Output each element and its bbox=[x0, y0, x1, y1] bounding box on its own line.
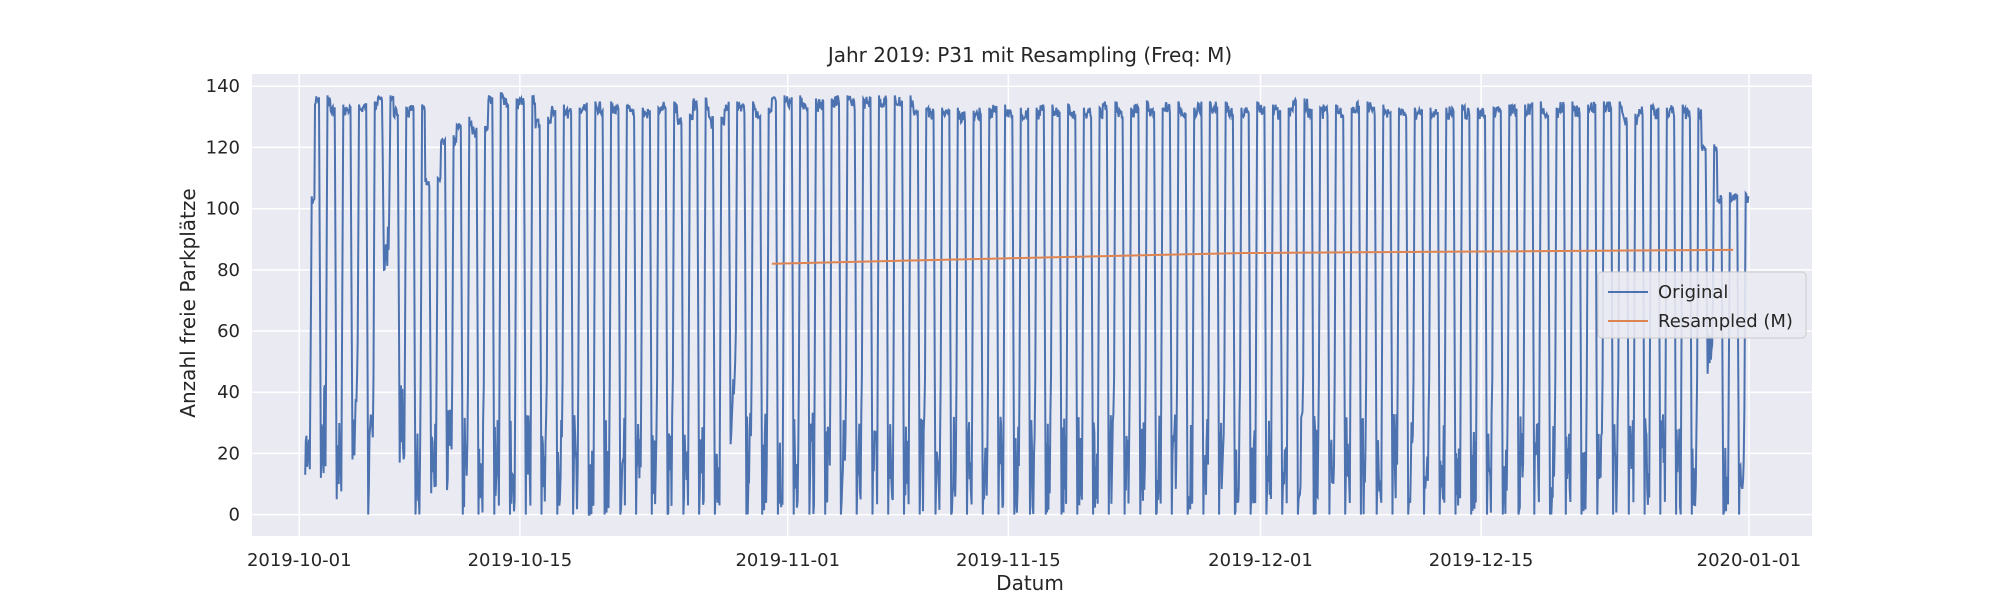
x-axis-title: Datum bbox=[996, 571, 1064, 595]
y-tick-label: 0 bbox=[229, 505, 240, 526]
legend: Original Resampled (M) bbox=[1597, 271, 1807, 339]
y-axis-ticks: 0 20 40 60 80 100 120 140 bbox=[206, 76, 240, 525]
x-tick-label: 2019-11-15 bbox=[956, 550, 1061, 571]
y-tick-label: 120 bbox=[206, 137, 240, 158]
y-tick-label: 40 bbox=[217, 382, 240, 403]
legend-box bbox=[1597, 271, 1807, 339]
y-tick-label: 20 bbox=[217, 443, 240, 464]
legend-label: Original bbox=[1658, 282, 1728, 303]
series-lines bbox=[304, 91, 1750, 516]
x-tick-label: 2020-01-01 bbox=[1697, 550, 1802, 571]
x-tick-label: 2019-10-01 bbox=[247, 550, 352, 571]
x-tick-label: 2019-12-01 bbox=[1208, 550, 1313, 571]
y-tick-label: 80 bbox=[217, 260, 240, 281]
x-tick-label: 2019-12-15 bbox=[1429, 550, 1534, 571]
legend-label: Resampled (M) bbox=[1658, 311, 1793, 332]
series-original-line bbox=[304, 91, 1750, 516]
x-tick-label: 2019-10-15 bbox=[468, 550, 573, 571]
y-tick-label: 60 bbox=[217, 321, 240, 342]
chart-title: Jahr 2019: P31 mit Resampling (Freq: M) bbox=[826, 43, 1232, 67]
series-resampled-line bbox=[771, 248, 1734, 265]
y-tick-label: 100 bbox=[206, 199, 240, 220]
x-tick-label: 2019-11-01 bbox=[735, 550, 840, 571]
y-axis-title: Anzahl freie Parkplätze bbox=[176, 188, 200, 417]
y-tick-label: 140 bbox=[206, 76, 240, 97]
x-axis-ticks: 2019-10-01 2019-10-15 2019-11-01 2019-11-15… bbox=[247, 550, 1801, 571]
